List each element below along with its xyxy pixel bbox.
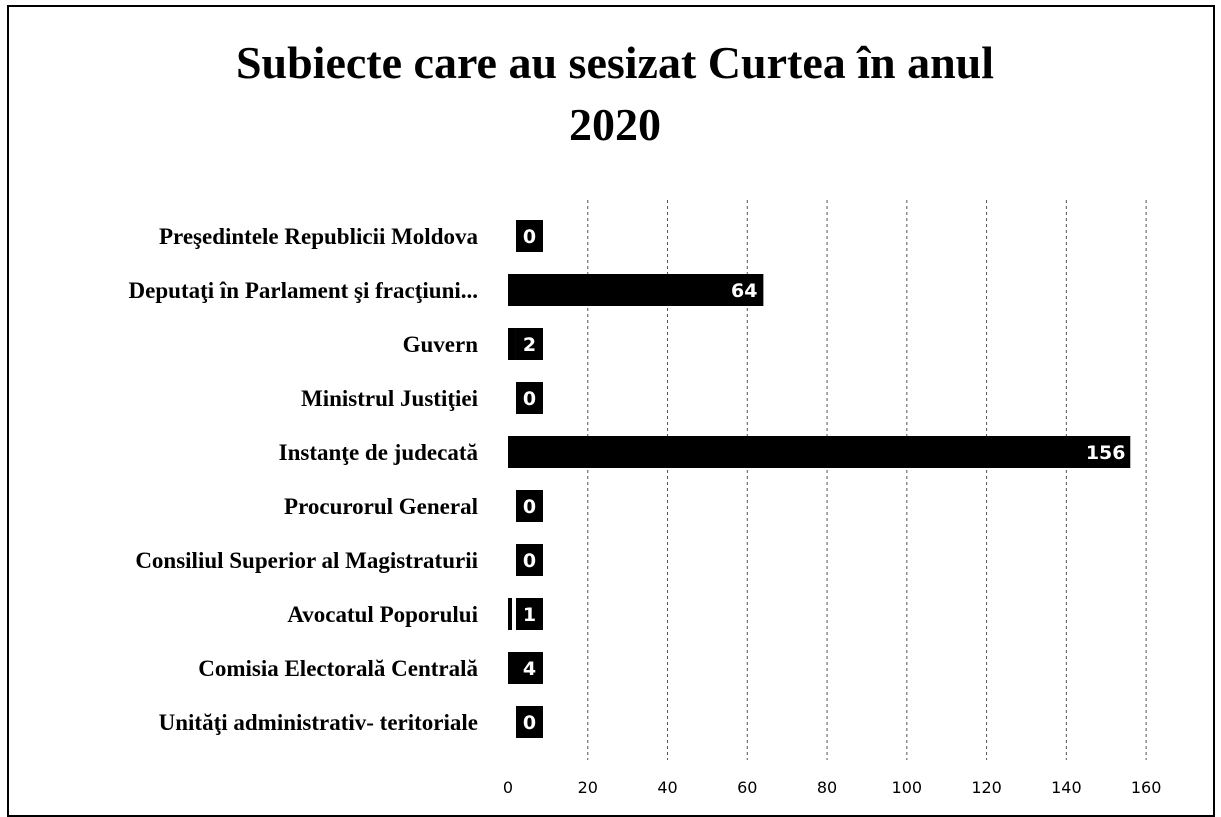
y-tick-label: Guvern <box>403 332 479 357</box>
value-label-box <box>516 382 543 414</box>
value-label: 156 <box>1086 442 1126 464</box>
value-label-box <box>516 490 543 522</box>
y-tick-label: Instanţe de judecată <box>279 440 479 465</box>
y-tick-label: Avocatul Poporului <box>287 602 478 627</box>
y-tick-label: Unităţi administrativ- teritoriale <box>159 710 478 735</box>
value-label-box <box>516 706 543 738</box>
value-label-box <box>1081 436 1131 468</box>
bar <box>508 274 764 306</box>
value-label: 4 <box>523 658 536 680</box>
value-label-box <box>516 598 543 630</box>
value-label-box <box>725 274 764 306</box>
x-tick-label: 160 <box>1131 778 1162 797</box>
chart-title: Subiecte care au sesizat Curtea în anul 2… <box>236 37 994 150</box>
x-tick-label: 80 <box>817 778 837 797</box>
x-tick-label: 0 <box>503 778 513 797</box>
value-label: 0 <box>523 226 536 248</box>
bar <box>508 328 516 360</box>
chart-frame <box>7 5 1215 817</box>
value-label: 64 <box>731 280 757 302</box>
x-tick-label: 40 <box>657 778 677 797</box>
value-label: 0 <box>523 550 536 572</box>
bar <box>508 598 512 630</box>
value-label: 1 <box>523 604 536 626</box>
value-label: 0 <box>523 496 536 518</box>
bar <box>508 436 1131 468</box>
y-tick-label: Ministrul Justiţiei <box>301 386 479 411</box>
y-tick-label: Comisia Electorală Centrală <box>198 656 478 681</box>
y-tick-label: Procurorul General <box>284 494 478 519</box>
value-label-box <box>516 220 543 252</box>
x-tick-label: 60 <box>737 778 757 797</box>
x-tick-label: 120 <box>971 778 1002 797</box>
x-tick-label: 100 <box>892 778 923 797</box>
value-label-box <box>516 652 543 684</box>
y-tick-label: Consiliul Superior al Magistraturii <box>135 548 478 573</box>
value-label: 2 <box>523 334 536 356</box>
value-label-box <box>516 544 543 576</box>
x-tick-label: 140 <box>1051 778 1082 797</box>
value-label-box <box>516 328 543 360</box>
x-tick-label: 20 <box>578 778 598 797</box>
value-label: 0 <box>523 388 536 410</box>
y-tick-label: Deputaţi în Parlament şi fracţiuni... <box>129 278 478 303</box>
value-label: 0 <box>523 712 536 734</box>
y-tick-label: Preşedintele Republicii Moldova <box>159 224 479 249</box>
